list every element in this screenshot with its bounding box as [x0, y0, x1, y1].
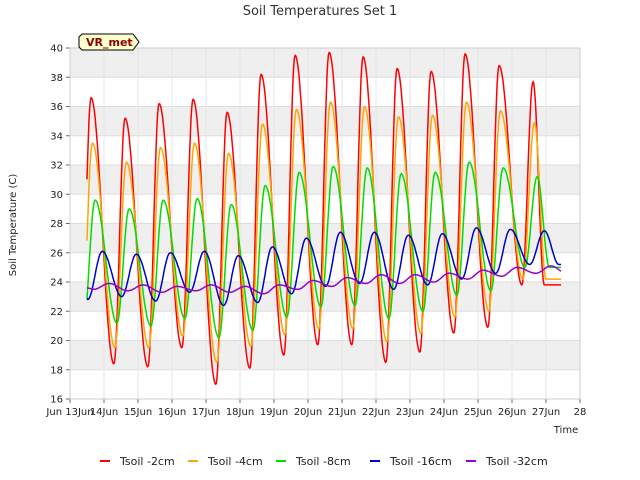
station-tag-label: VR_met — [86, 36, 133, 49]
x-axis-label: Time — [553, 425, 578, 436]
legend-item: Tsoil -16cm — [370, 455, 452, 468]
x-tick-label: Jun 13Jun — [45, 407, 93, 418]
x-tick-label: 26Jun — [498, 407, 526, 418]
series-line-tsoil-2cm — [86, 51, 562, 385]
x-tick-label: 14Jun — [90, 407, 118, 418]
y-tick-label: 22 — [50, 307, 63, 318]
station-tag-box — [78, 33, 140, 51]
y-tick-label: 30 — [50, 190, 63, 201]
series-line-tsoil-32cm — [86, 265, 562, 295]
legend: Tsoil -2cm Tsoil -4cm Tsoil -8cm Tsoil -16c… — [100, 455, 548, 468]
y-tick-label: 40 — [50, 44, 63, 55]
x-tick-label: 27Jun — [532, 407, 560, 418]
x-tick-label: 20Jun — [294, 407, 322, 418]
y-tick-label: 16 — [50, 395, 63, 406]
x-tick-label: 23Jun — [396, 407, 424, 418]
y-tick-label: 38 — [50, 73, 63, 84]
series-line-tsoil-16cm — [86, 227, 562, 307]
x-tick-label: 17Jun — [192, 407, 220, 418]
legend-label: Tsoil -16cm — [389, 455, 452, 468]
legend-item: Tsoil -2cm — [100, 455, 175, 468]
axes: 16 18 20 22 24 26 28 30 32 34 36 38 40 Jun 13Jun14Jun… — [45, 44, 586, 419]
y-tick-label: 28 — [50, 219, 63, 230]
plot-frame — [69, 47, 581, 400]
y-tick-label: 34 — [50, 131, 63, 142]
x-tick-label: 22Jun — [362, 407, 390, 418]
y-tick-label: 18 — [50, 365, 63, 376]
station-tag: VR_met — [78, 33, 140, 51]
legend-item: Tsoil -32cm — [466, 455, 548, 468]
legend-label: Tsoil -2cm — [119, 455, 175, 468]
x-tick-label: 16Jun — [158, 407, 186, 418]
y-tick-label: 26 — [50, 248, 63, 259]
y-tick-label: 24 — [50, 278, 63, 289]
y-axis-label: Soil Temperature (C) — [8, 174, 19, 277]
x-tick-label: 28 — [574, 407, 587, 418]
y-tick-label: 32 — [50, 161, 63, 172]
x-tick-label: 21Jun — [328, 407, 356, 418]
grid-band — [70, 340, 580, 370]
y-tick-label: 20 — [50, 336, 63, 347]
grid-band — [70, 48, 580, 78]
legend-item: Tsoil -4cm — [188, 455, 263, 468]
x-tick-label: 19Jun — [260, 407, 288, 418]
y-tick-label: 36 — [50, 102, 63, 113]
x-tick-label: 18Jun — [226, 407, 254, 418]
x-tick-label: 25Jun — [464, 407, 492, 418]
series-layer — [86, 51, 562, 385]
x-tick-label: 15Jun — [124, 407, 152, 418]
legend-label: Tsoil -4cm — [207, 455, 263, 468]
legend-item: Tsoil -8cm — [276, 455, 351, 468]
chart-title: Soil Temperatures Set 1 — [243, 4, 398, 19]
legend-label: Tsoil -32cm — [485, 455, 548, 468]
series-line-tsoil-4cm — [86, 101, 562, 364]
legend-label: Tsoil -8cm — [295, 455, 351, 468]
x-tick-label: 24Jun — [430, 407, 458, 418]
